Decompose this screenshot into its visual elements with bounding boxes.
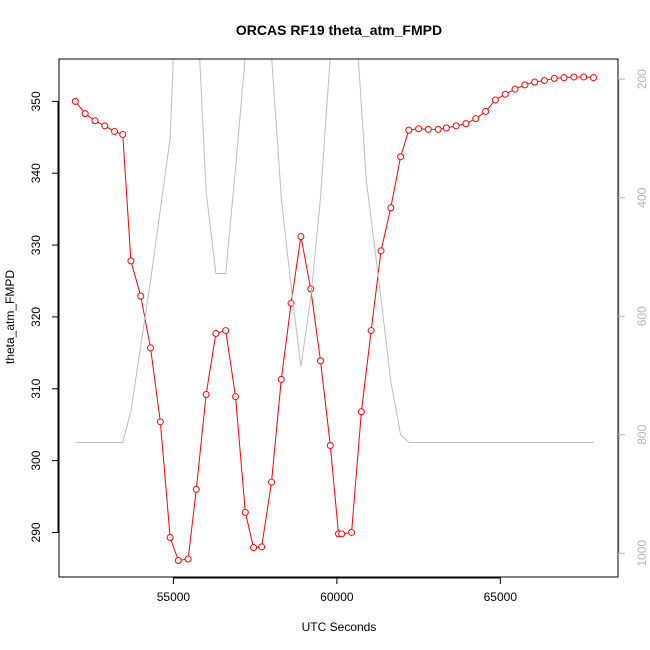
data-point — [501, 90, 509, 98]
data-point — [442, 124, 450, 132]
y-tick-label: 320 — [29, 307, 43, 327]
data-point — [232, 393, 240, 401]
data-point — [91, 117, 99, 125]
data-point — [119, 130, 127, 138]
y2-tick-label: 400 — [635, 187, 649, 207]
y-axis-label: theta_atm_FMPD — [3, 270, 17, 364]
data-point — [589, 74, 597, 82]
data-point — [491, 96, 499, 104]
data-point — [111, 128, 119, 136]
plot-frame — [58, 58, 619, 578]
y-tick-label: 290 — [29, 522, 43, 542]
theta-series-line — [74, 76, 594, 562]
y2-tick-label: 200 — [635, 69, 649, 89]
data-point — [397, 153, 405, 161]
data-point — [71, 97, 79, 105]
data-point — [452, 122, 460, 130]
chart-title: ORCAS RF19 theta_atm_FMPD — [236, 22, 442, 38]
data-point — [434, 125, 442, 133]
data-point — [405, 126, 413, 134]
secondary-series-line — [75, 59, 594, 443]
data-point — [326, 442, 334, 450]
data-point — [580, 73, 588, 81]
data-point — [277, 375, 285, 383]
y-tick-label: 350 — [29, 91, 43, 111]
data-point — [267, 478, 275, 486]
y2-tick-label: 600 — [635, 306, 649, 326]
data-point — [250, 544, 258, 552]
data-point — [212, 329, 220, 337]
x-axis-label: UTC Seconds — [302, 620, 377, 634]
data-point — [202, 391, 210, 399]
data-point — [156, 418, 164, 426]
data-point — [570, 73, 578, 81]
data-point — [241, 508, 249, 516]
data-point — [540, 77, 548, 85]
data-point — [147, 344, 155, 352]
data-point — [174, 556, 182, 564]
data-point — [387, 204, 395, 212]
data-point — [307, 285, 315, 293]
data-point — [521, 81, 529, 89]
data-point — [482, 107, 490, 115]
data-point — [550, 74, 558, 82]
data-point — [462, 120, 470, 128]
data-point — [222, 327, 230, 335]
data-point — [511, 85, 519, 93]
data-point — [472, 115, 480, 123]
data-point — [338, 530, 346, 538]
data-point — [258, 543, 266, 551]
data-point — [317, 357, 325, 365]
data-point — [560, 74, 568, 82]
y2-tick-label: 800 — [635, 424, 649, 444]
data-point — [184, 555, 192, 563]
data-point — [166, 533, 174, 541]
x-tick-label: 65000 — [484, 590, 518, 604]
y-tick-label: 310 — [29, 378, 43, 398]
data-point — [357, 408, 365, 416]
data-point — [377, 247, 385, 255]
data-point — [127, 257, 135, 265]
data-point — [367, 327, 375, 335]
data-point — [348, 528, 356, 536]
data-point — [192, 485, 200, 493]
data-point — [297, 232, 305, 240]
x-tick-label: 55000 — [157, 590, 191, 604]
y2-tick-label: 1000 — [635, 540, 649, 567]
y-tick-label: 340 — [29, 163, 43, 183]
y-tick-label: 300 — [29, 450, 43, 470]
data-point — [137, 292, 145, 300]
data-point — [531, 78, 539, 86]
data-point — [81, 110, 89, 118]
data-point — [424, 125, 432, 133]
y-tick-label: 330 — [29, 235, 43, 255]
data-point — [101, 122, 109, 130]
plot-layer: 55000 60000 65000 290 300 310 320 330 340 350 200 4… — [29, 58, 649, 604]
x-tick-label: 60000 — [320, 590, 354, 604]
data-point — [415, 125, 423, 133]
